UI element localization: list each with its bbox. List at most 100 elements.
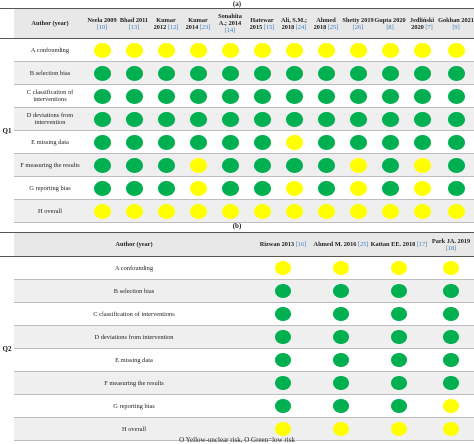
study-header: Ahmed 2018 [25] xyxy=(310,8,342,39)
question-label: Q2 xyxy=(0,256,14,441)
unclear-risk-yellow-dot xyxy=(189,42,207,58)
low-risk-green-dot xyxy=(381,180,399,196)
study-name: Rizwan 2013 xyxy=(259,241,296,248)
low-risk-green-dot xyxy=(93,157,111,173)
figure-part-a-label: (a) xyxy=(232,0,242,8)
low-risk-green-dot xyxy=(221,134,239,150)
low-risk-green-dot xyxy=(333,399,349,414)
study-header: Gupta 2020 [8] xyxy=(374,8,406,39)
unclear-risk-yellow-dot xyxy=(381,42,399,58)
low-risk-green-dot xyxy=(125,111,143,127)
study-citation-link[interactable]: [26] xyxy=(352,23,364,31)
low-risk-green-dot xyxy=(317,157,335,173)
study-header: Ahmed M. 2016 [25] xyxy=(312,232,370,257)
study-citation-link[interactable]: [14] xyxy=(224,27,236,34)
low-risk-green-dot xyxy=(93,134,111,150)
study-header: Kumar 2014 [23] xyxy=(182,8,214,39)
low-risk-green-dot xyxy=(275,399,291,414)
study-name: Gupta 2020 xyxy=(374,16,406,24)
unclear-risk-yellow-dot xyxy=(285,134,303,150)
low-risk-green-dot xyxy=(93,88,111,104)
low-risk-green-dot xyxy=(125,88,143,104)
study-citation-link[interactable]: [25] xyxy=(357,241,369,248)
low-risk-green-dot xyxy=(317,111,335,127)
unclear-risk-yellow-dot xyxy=(413,42,431,58)
unclear-risk-yellow-dot xyxy=(443,422,459,437)
study-header: Park JA. 2019 [18] xyxy=(428,232,474,257)
low-risk-green-dot xyxy=(333,284,349,299)
low-risk-green-dot xyxy=(333,353,349,368)
study-header: Jedliński 2020 [7] xyxy=(406,8,438,39)
bias-domain-label: D deviations from intervention xyxy=(14,325,254,349)
unclear-risk-yellow-dot xyxy=(333,261,349,276)
study-citation-link[interactable]: [23] xyxy=(199,23,211,31)
low-risk-green-dot xyxy=(443,376,459,391)
table-row: C classification of interventions xyxy=(0,84,474,108)
study-header: Bhad 2011 [13] xyxy=(118,8,150,39)
low-risk-green-dot xyxy=(93,65,111,81)
unclear-risk-yellow-dot xyxy=(447,42,465,58)
study-citation-link[interactable]: [13] xyxy=(128,23,140,31)
bias-domain-label: H overall xyxy=(14,417,254,441)
study-name: Ahmed M. 2016 xyxy=(313,241,358,248)
study-name: Kumar 2012 xyxy=(153,16,176,31)
unclear-risk-yellow-dot xyxy=(275,422,291,437)
low-risk-green-dot xyxy=(125,65,143,81)
low-risk-green-dot xyxy=(333,376,349,391)
study-citation-link[interactable]: [8] xyxy=(386,23,394,31)
study-citation-link[interactable]: [12] xyxy=(167,23,179,31)
author-year-header: Author (year) xyxy=(14,232,254,257)
study-citation-link[interactable]: [25] xyxy=(327,23,339,31)
study-citation-link[interactable]: [7] xyxy=(425,23,433,31)
unclear-risk-yellow-dot xyxy=(349,157,367,173)
unclear-risk-yellow-dot xyxy=(189,157,207,173)
low-risk-green-dot xyxy=(275,284,291,299)
low-risk-green-dot xyxy=(125,180,143,196)
unclear-risk-yellow-dot xyxy=(317,42,335,58)
low-risk-green-dot xyxy=(349,88,367,104)
study-name: Kattan EE. 2018 xyxy=(370,241,417,248)
study-citation-link[interactable]: [9] xyxy=(452,23,460,31)
table-row: E missing data xyxy=(0,348,474,372)
table-row: H overall xyxy=(0,199,474,223)
bias-domain-label: C classification of interventions xyxy=(14,302,254,326)
study-citation-link[interactable]: [18] xyxy=(445,244,457,252)
low-risk-green-dot xyxy=(157,111,175,127)
study-header: Neela 2009 [10] xyxy=(86,8,118,39)
unclear-risk-yellow-dot xyxy=(275,261,291,276)
study-citation-link[interactable]: [10] xyxy=(96,23,108,31)
low-risk-green-dot xyxy=(317,65,335,81)
low-risk-green-dot xyxy=(391,376,407,391)
low-risk-green-dot xyxy=(413,134,431,150)
unclear-risk-yellow-dot xyxy=(189,203,207,219)
unclear-risk-yellow-dot xyxy=(285,180,303,196)
bias-domain-label: E missing data xyxy=(14,348,254,372)
study-citation-link[interactable]: [17] xyxy=(416,241,428,248)
study-name: Kumar 2014 xyxy=(185,16,208,31)
unclear-risk-yellow-dot xyxy=(253,42,271,58)
unclear-risk-yellow-dot xyxy=(381,203,399,219)
low-risk-green-dot xyxy=(275,330,291,345)
unclear-risk-yellow-dot xyxy=(221,203,239,219)
study-citation-link[interactable]: [15] xyxy=(263,23,275,31)
low-risk-green-dot xyxy=(93,111,111,127)
low-risk-green-dot xyxy=(447,65,465,81)
table-row: H overall xyxy=(0,417,474,441)
low-risk-green-dot xyxy=(413,65,431,81)
study-citation-link[interactable]: [16] xyxy=(295,241,307,248)
low-risk-green-dot xyxy=(221,65,239,81)
low-risk-green-dot xyxy=(253,65,271,81)
unclear-risk-yellow-dot xyxy=(157,203,175,219)
q2-risk-of-bias-table: Author (year) Rizwan 2013 [16] Ahmed M. 20… xyxy=(0,232,474,441)
study-citation-link[interactable]: [24] xyxy=(295,23,307,31)
study-name: Bhad 2011 xyxy=(119,16,149,24)
low-risk-green-dot xyxy=(447,88,465,104)
low-risk-green-dot xyxy=(285,65,303,81)
low-risk-green-dot xyxy=(447,157,465,173)
low-risk-green-dot xyxy=(285,157,303,173)
bias-domain-label: B selection bias xyxy=(14,61,86,85)
low-risk-green-dot xyxy=(253,180,271,196)
study-header: Kumar 2012 [12] xyxy=(150,8,182,39)
low-risk-green-dot xyxy=(275,376,291,391)
unclear-risk-yellow-dot xyxy=(285,42,303,58)
